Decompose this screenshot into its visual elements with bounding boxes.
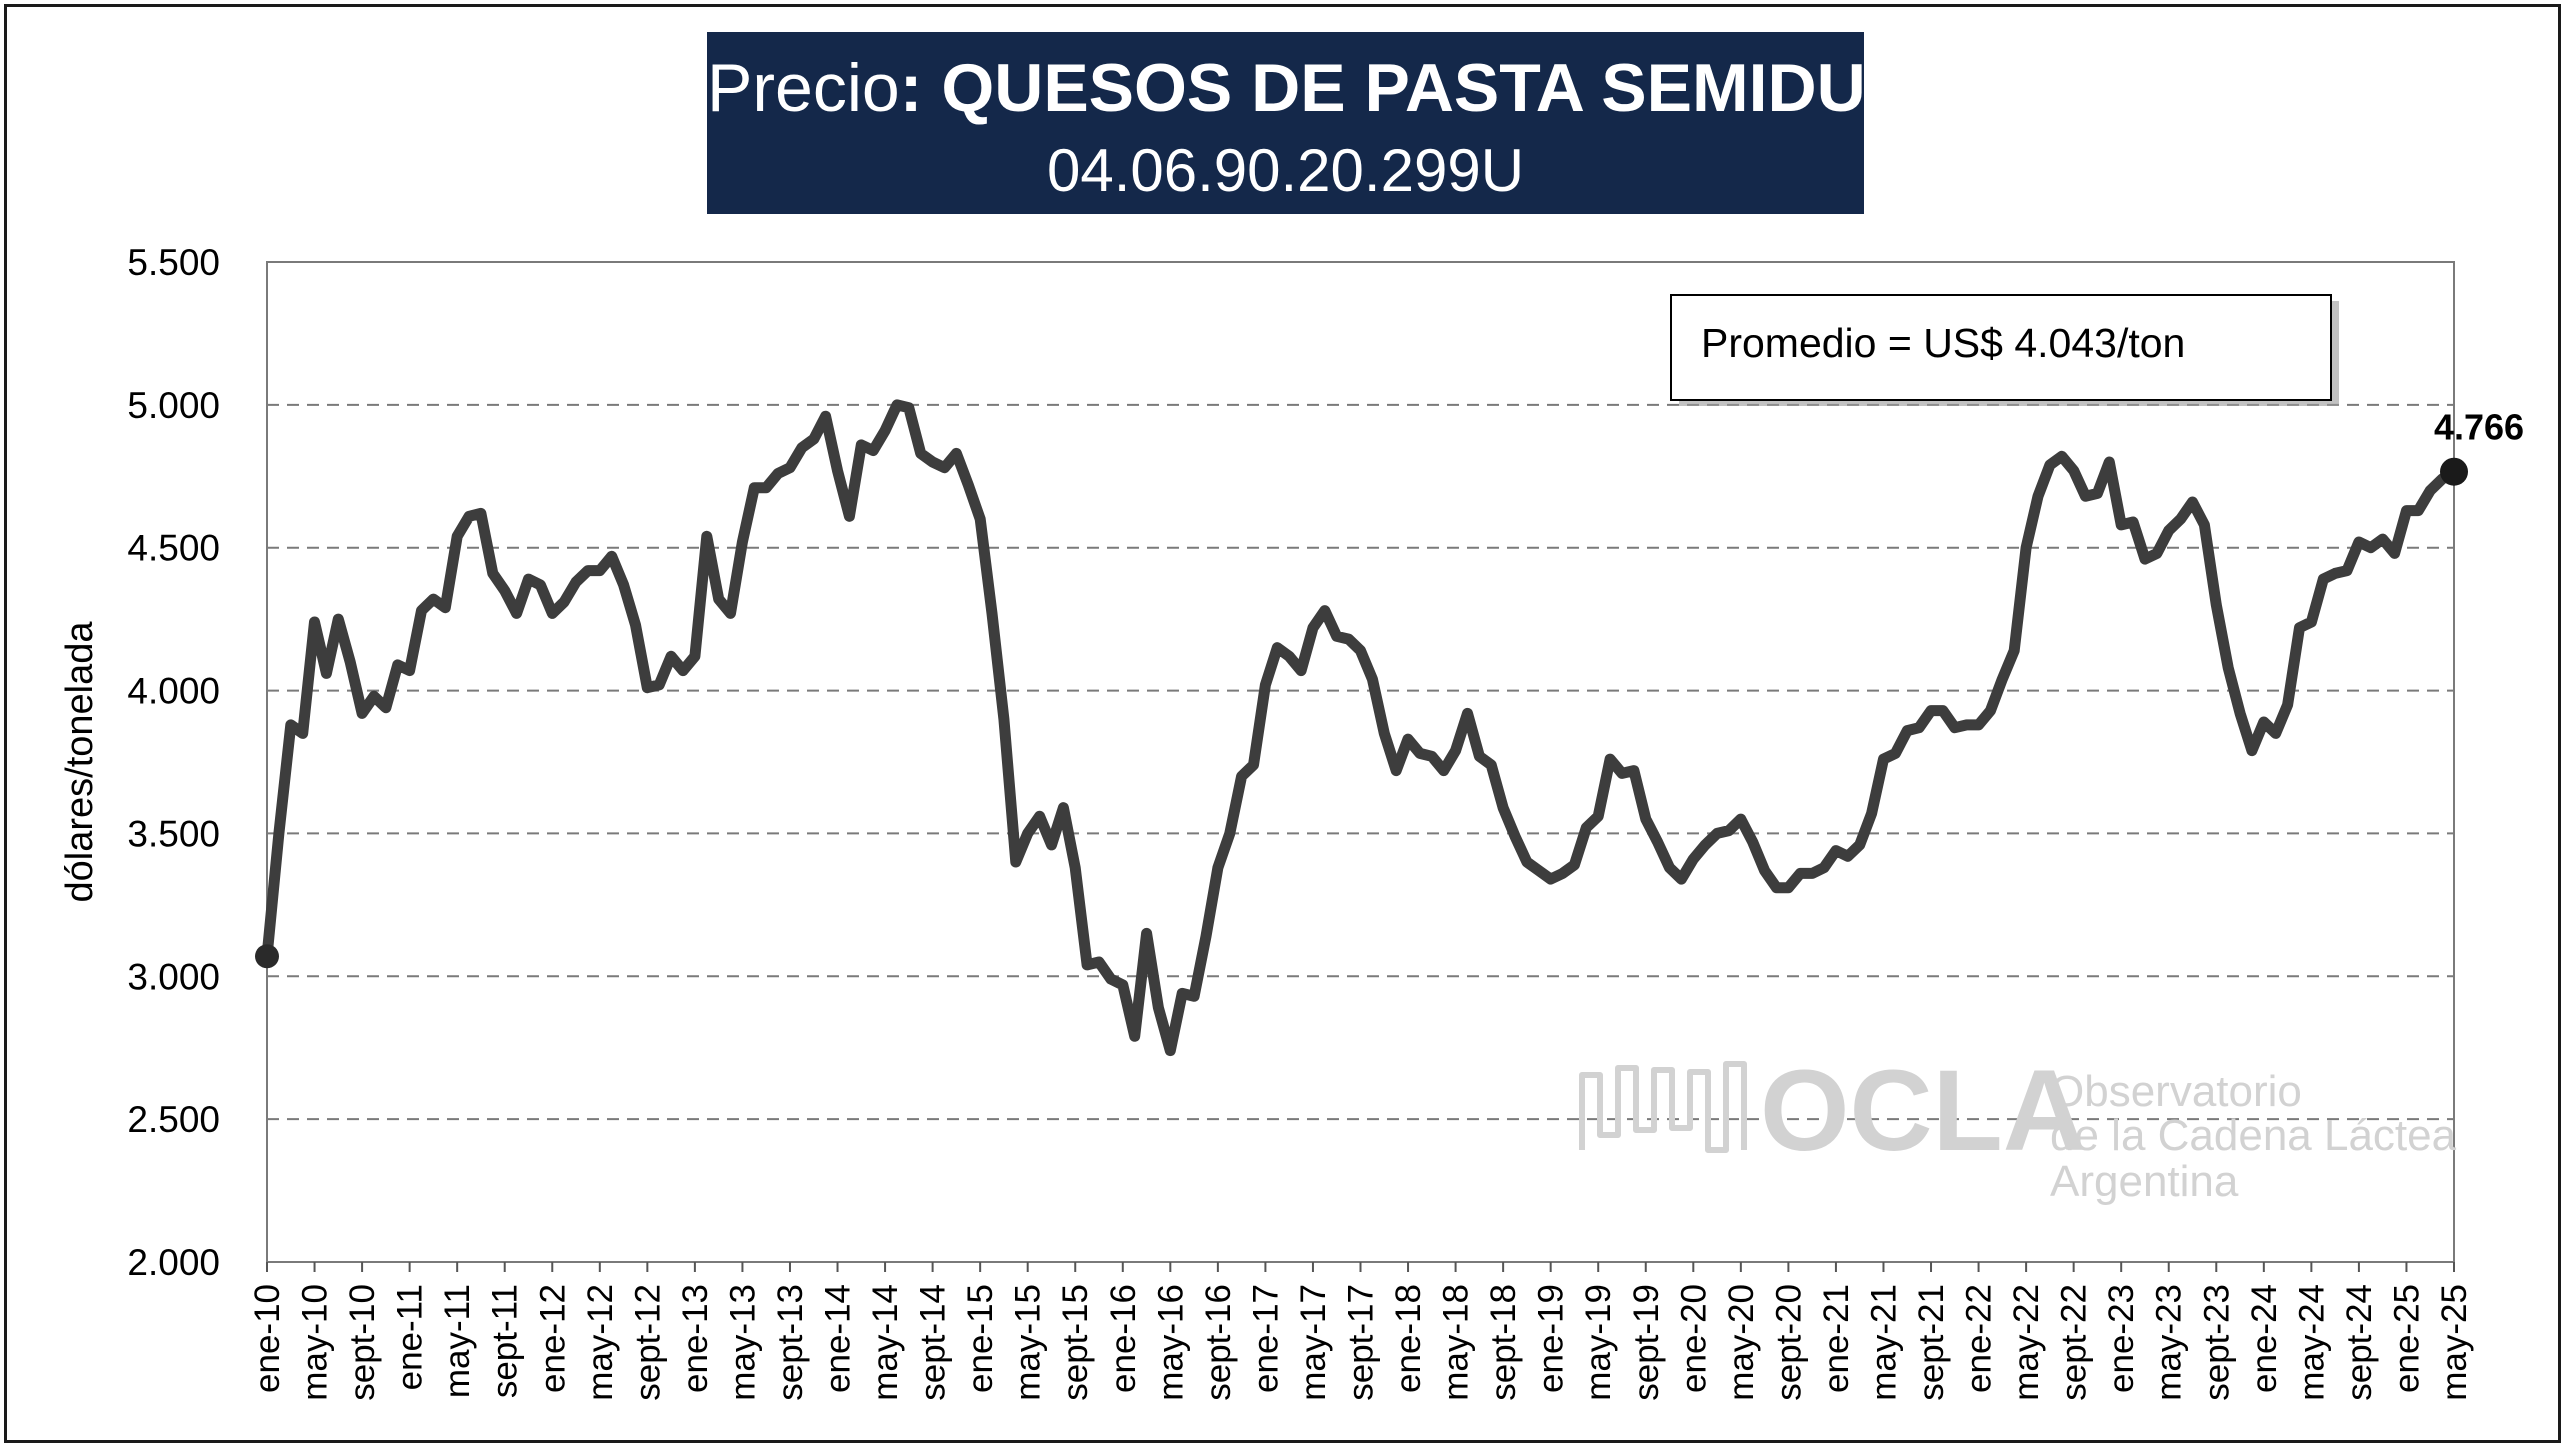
x-tick-label: ene-12 — [533, 1284, 572, 1393]
x-tick-label: sept-15 — [1056, 1284, 1095, 1401]
x-tick-label: may-19 — [1579, 1284, 1618, 1401]
ocla-logo-mark: OCLA — [1760, 1047, 2086, 1175]
x-tick-label: may-20 — [1722, 1284, 1761, 1401]
x-tick-label: may-11 — [438, 1284, 477, 1398]
x-tick-label: sept-13 — [771, 1284, 810, 1401]
x-tick-label: ene-22 — [1960, 1284, 1999, 1393]
y-tick-label: 3.000 — [127, 956, 220, 997]
x-tick-label: sept-12 — [628, 1284, 667, 1401]
title-prefix: Precio — [707, 50, 900, 126]
x-tick-label: may-21 — [1864, 1284, 1903, 1401]
y-axis-label: dólares/tonelada — [59, 621, 101, 903]
x-tick-label: may-23 — [2150, 1284, 2189, 1401]
x-tick-label: ene-11 — [391, 1284, 430, 1390]
chart-title: Precio: QUESOS DE PASTA SEMIDURA — [707, 48, 1964, 130]
x-tick-label: sept-14 — [914, 1284, 953, 1401]
x-tick-label: sept-16 — [1199, 1284, 1238, 1401]
x-tick-label: ene-17 — [1246, 1284, 1285, 1393]
x-tick-label: ene-25 — [2387, 1284, 2426, 1393]
y-axis-tick-labels: 2.000 2.500 3.000 3.500 4.000 4.500 5.000 5.500 — [127, 242, 220, 1283]
x-tick-label: sept-24 — [2340, 1284, 2379, 1401]
ocla-logo-line1: Observatorio — [2050, 1067, 2302, 1116]
gridlines — [267, 403, 2454, 1121]
x-tick-label: sept-20 — [1769, 1284, 1808, 1401]
x-tick-label: ene-23 — [2102, 1284, 2141, 1393]
last-data-point — [2440, 457, 2468, 486]
title-colon: : — [899, 50, 923, 126]
average-box — [1670, 294, 2332, 401]
x-tick-label: ene-19 — [1532, 1284, 1571, 1393]
x-tick-label: sept-21 — [1912, 1284, 1951, 1401]
x-tick-label: ene-13 — [676, 1284, 715, 1393]
x-tick-label: sept-19 — [1627, 1284, 1666, 1401]
x-tick-label: may-10 — [296, 1284, 335, 1401]
y-tick-label: 2.500 — [127, 1099, 220, 1140]
x-tick-label: ene-21 — [1817, 1284, 1856, 1393]
x-tick-label: ene-15 — [961, 1284, 1000, 1393]
ocla-logo-line2: de la Cadena Láctea — [2050, 1111, 2457, 1160]
x-tick-label: ene-14 — [819, 1284, 858, 1393]
x-tick-label: sept-23 — [2197, 1284, 2236, 1401]
y-tick-label: 5.500 — [127, 242, 220, 283]
y-tick-label: 2.000 — [127, 1242, 220, 1283]
x-tick-label: may-17 — [1294, 1284, 1333, 1401]
y-tick-label: 3.500 — [127, 813, 220, 854]
first-data-point — [255, 944, 279, 969]
last-value-label: 4.766 — [2434, 407, 2524, 448]
x-tick-label: ene-18 — [1389, 1284, 1428, 1393]
x-tick-label: ene-10 — [248, 1284, 287, 1393]
x-tick-label: ene-16 — [1104, 1284, 1143, 1393]
x-tick-label: sept-22 — [2055, 1284, 2094, 1401]
x-tick-label: may-25 — [2435, 1284, 2474, 1401]
x-tick-label: may-12 — [581, 1284, 620, 1401]
chart-title-box: Precio: QUESOS DE PASTA SEMIDURA 04.06.9… — [707, 32, 1964, 214]
x-tick-label: may-14 — [866, 1284, 905, 1401]
x-tick-label: may-13 — [723, 1284, 762, 1401]
ocla-watermark-logo: OCLA Observatorio de la Cadena Láctea Ar… — [1579, 1047, 2457, 1206]
chart-frame — [4, 4, 2561, 1443]
x-tick-label: may-24 — [2292, 1284, 2331, 1401]
x-tick-label: ene-20 — [1674, 1284, 1713, 1393]
x-axis-tick-labels: ene-10 may-10 sept-10 ene-11 may-11 sept-11 en… — [248, 1262, 2474, 1401]
x-tick-label: sept-11 — [486, 1284, 525, 1398]
y-tick-label: 4.000 — [127, 671, 220, 712]
y-tick-label: 4.500 — [127, 528, 220, 569]
x-tick-label: sept-17 — [1342, 1284, 1381, 1401]
y-tick-label: 5.000 — [127, 385, 220, 426]
x-tick-label: ene-24 — [2245, 1284, 2284, 1393]
x-tick-label: may-18 — [1437, 1284, 1476, 1401]
ocla-logo-line3: Argentina — [2050, 1157, 2239, 1206]
x-tick-label: sept-10 — [343, 1284, 382, 1401]
chart-subtitle-code: 04.06.90.20.299U — [1046, 137, 1525, 204]
average-label: Promedio = US$ 4.043/ton — [1701, 320, 2185, 366]
x-tick-label: may-22 — [2007, 1284, 2046, 1401]
ocla-wave-mark — [1579, 1061, 1747, 1153]
x-tick-label: may-15 — [1009, 1284, 1048, 1401]
x-tick-label: may-16 — [1151, 1284, 1190, 1401]
x-tick-label: sept-18 — [1484, 1284, 1523, 1401]
series-line-price — [261, 399, 2460, 1057]
title-product-name: QUESOS DE PASTA SEMIDURA — [941, 50, 1964, 126]
